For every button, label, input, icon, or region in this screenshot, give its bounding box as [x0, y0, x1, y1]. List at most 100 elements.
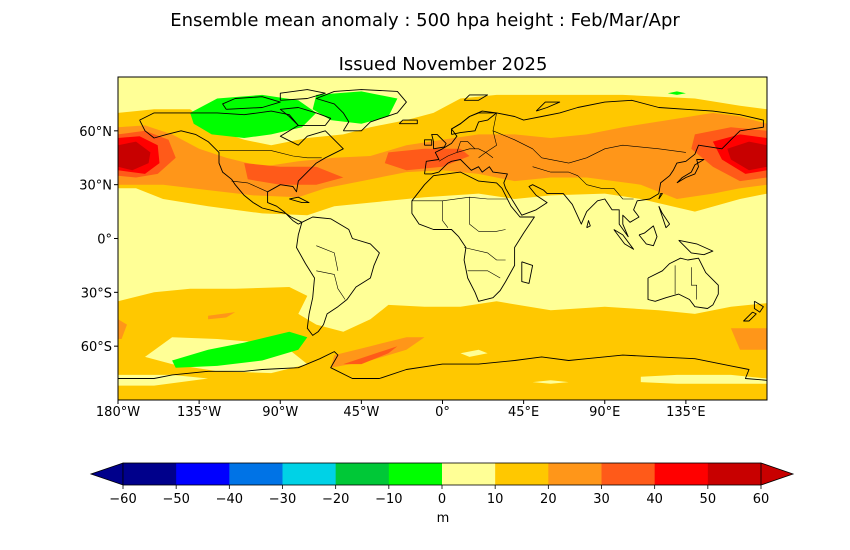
border-south-america-borders-2 — [316, 245, 339, 271]
southern-ocean-negative — [172, 331, 308, 368]
coastline-greenland — [315, 89, 407, 132]
coastline-madagascar — [521, 261, 534, 284]
latitude-ticks: 60°N 30°N 0° 30°S 60°S — [79, 125, 118, 355]
colorbar-tick-label: −20 — [322, 492, 349, 507]
coastline-cuba — [289, 196, 310, 204]
colorbar-segment — [335, 463, 390, 485]
coastline-antarctica — [118, 351, 767, 381]
lat-tick-label: 30°N — [79, 179, 112, 194]
sh-band-10 — [118, 287, 767, 400]
sh-neutral-1 — [460, 349, 488, 357]
coastline-indonesia-sumatra — [613, 229, 635, 250]
border-africa-borders-2 — [442, 200, 449, 228]
greenland-negative — [312, 91, 398, 124]
coastline-novaya-zemlya — [535, 101, 561, 112]
lon-tick-label: 45°W — [343, 405, 379, 420]
figure-subtitle: Issued November 2025 — [339, 54, 548, 75]
border-europe-borders-2 — [456, 141, 476, 153]
arctic-negative — [667, 91, 686, 95]
sh-neutral-4 — [118, 374, 209, 386]
coastline-japan — [676, 159, 705, 184]
anomaly-contours — [118, 91, 767, 400]
colorbar-unit: m — [437, 511, 450, 526]
coastline-sri-lanka — [586, 220, 591, 229]
colorbar-segment — [654, 463, 709, 485]
south-atlantic-30 — [343, 346, 398, 365]
lon-tick-label: 135°E — [666, 405, 706, 420]
colorbar-segment — [707, 463, 762, 485]
border-africa-borders-5 — [467, 270, 501, 279]
colorbar-segment — [601, 463, 656, 485]
lat-tick-label: 60°S — [81, 340, 112, 355]
colorbar-tick-label: 50 — [700, 492, 717, 507]
coastline-arctic-islands — [222, 96, 281, 110]
coastline-australia — [647, 257, 719, 309]
border-eurasia-borders-2 — [492, 130, 686, 164]
border-eurasia-borders-3 — [532, 166, 634, 200]
north-atlantic-30 — [384, 148, 470, 171]
map-area — [118, 77, 767, 400]
colorbar-segment — [123, 463, 177, 485]
north-america-30 — [244, 163, 344, 185]
lon-tick-label: 90°E — [589, 405, 620, 420]
colorbar-segment — [548, 463, 602, 485]
colorbar-tick-label: 30 — [593, 492, 610, 507]
border-eurasia-borders-1 — [478, 112, 497, 159]
coastline-south-america — [296, 216, 380, 336]
lat-tick-label: 30°S — [81, 286, 112, 301]
coastline-new-guinea — [678, 239, 714, 256]
coastline-svalbard — [463, 94, 489, 101]
border-australia-borders-2 — [690, 267, 698, 300]
tasman-20 — [730, 328, 767, 350]
border-south-america-borders — [316, 270, 346, 300]
colorbar-segment — [442, 463, 496, 485]
colorbar-extend-low — [89, 462, 124, 486]
colorbar-tick-label: −50 — [162, 492, 189, 507]
colorbar-extend-high — [760, 462, 795, 486]
coastline-great-britain — [431, 133, 447, 150]
coastline-iceland — [398, 119, 418, 125]
sh-neutral-3 — [640, 374, 767, 384]
colorbar-tick-label: 20 — [540, 492, 557, 507]
colorbar-tick-label: −60 — [109, 492, 136, 507]
south-atlantic-20 — [330, 337, 425, 368]
sh-neutral-2 — [532, 380, 569, 384]
longitude-ticks: 180°W 135°W 90°W 45°W 0° 45°E 90°E 135°E — [96, 400, 706, 420]
coastline-africa — [411, 171, 535, 302]
colorbar-tick-label: 40 — [646, 492, 663, 507]
colorbar: −60 −50 −40 −30 −20 −10 0 10 20 30 40 50 60 — [89, 462, 795, 507]
coastline-baffin — [279, 107, 332, 126]
lat-tick-label: 60°N — [79, 125, 112, 140]
coastline-borneo — [638, 225, 658, 247]
colorbar-tick-label: 60 — [753, 492, 770, 507]
colorbar-segment — [176, 463, 230, 485]
figure-title: Ensemble mean anomaly : 500 hpa height :… — [170, 10, 680, 31]
lon-tick-label: 0° — [435, 405, 450, 420]
lon-tick-label: 180°W — [96, 405, 140, 420]
coastline-philippines — [658, 205, 671, 229]
coastline-eurasia — [424, 99, 764, 238]
lon-tick-label: 45°E — [508, 405, 539, 420]
colorbar-tick-label: −40 — [216, 492, 243, 507]
north-pacific-50 — [118, 141, 151, 171]
colorbar-segment — [282, 463, 337, 485]
lon-tick-label: 90°W — [262, 405, 298, 420]
west-pacific-50 — [727, 141, 767, 171]
south-pacific-20 — [208, 312, 236, 320]
coastlines — [118, 89, 767, 381]
colorbar-segment — [229, 463, 283, 485]
coastline-north-america — [139, 110, 344, 225]
lon-tick-label: 135°W — [177, 405, 221, 420]
coastline-taiwan — [658, 193, 663, 200]
dateline-south-20 — [118, 319, 127, 339]
canada-negative — [190, 94, 317, 138]
colorbar-segment — [388, 463, 443, 485]
border-africa-borders-3 — [469, 197, 506, 232]
border-us-mexico — [231, 180, 268, 193]
colorbar-tick-label: 0 — [438, 492, 446, 507]
coastline-new-zealand-n — [753, 300, 764, 313]
colorbar-tick-label: 10 — [487, 492, 504, 507]
coastline-ireland — [424, 139, 433, 146]
